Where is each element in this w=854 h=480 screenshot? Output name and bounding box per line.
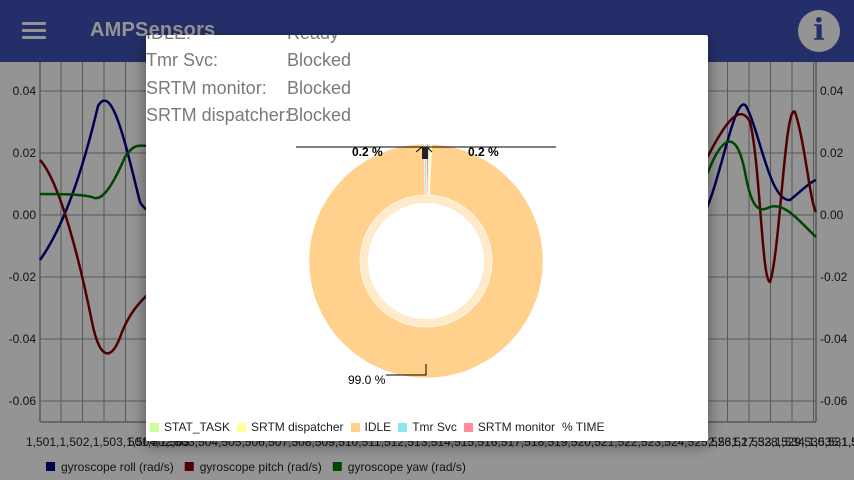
legend-item-srtm-monitor: SRTM monitor [463,420,555,434]
legend-title: % TIME [562,420,604,434]
task-stats-dialog: IDLE: Ready Tmr Svc: Blocked SRTM monito… [146,35,708,441]
chart-legend-label: gyroscope roll (rad/s) [61,460,174,474]
task-state: Blocked [287,105,352,125]
donut-label-left-small: 0.2 % [352,145,383,159]
task-state: Blocked [287,78,352,98]
legend-label: STAT_TASK [164,420,231,434]
x-tick-labels-right: 2,531,1,533,1,534,1,535,1,536,1,537 [708,435,854,449]
chart-legend-swatch [184,462,194,471]
legend-label: SRTM monitor [477,420,555,434]
donut-slices [308,143,544,379]
info-glyph: i [813,13,825,48]
menu-bar [22,22,46,25]
menu-bar [22,36,46,39]
y-tick-label-left: 0.04 [13,84,37,98]
donut-legend: STAT_TASK SRTM dispatcher IDLE Tmr Svc S… [150,419,611,435]
legend-swatch [350,422,360,432]
donut-labels: 0.2 % 0.2 % 99.0 % [296,145,556,387]
y-tick-label-right: 0.02 [820,146,844,160]
donut-label-main: 99.0 % [348,373,386,387]
leader-line-main [386,364,427,376]
donut-label-right-small: 0.2 % [468,145,499,159]
task-name: IDLE: [146,35,191,44]
y-tick-label-left: 0.02 [13,146,37,160]
donut-slice-srtm-dispatcher[interactable] [428,143,433,196]
task-time-donut-chart: 0.2 % 0.2 % 99.0 % [296,143,556,387]
legend-item-stat-task: STAT_TASK [150,420,230,434]
legend-swatch [463,422,473,432]
chart-legend-label: gyroscope pitch (rad/s) [200,460,322,474]
legend-label: IDLE [364,420,392,434]
legend-title-text: % TIME [562,420,605,434]
legend-label: Tmr Svc [412,420,457,434]
y-tick-label-right: -0.06 [820,394,848,408]
legend-item-srtm-dispatcher: SRTM dispatcher [237,420,344,434]
y-tick-label-left: -0.04 [9,332,37,346]
legend-item-tmr-svc: Tmr Svc [398,420,457,434]
y-tick-label-right: -0.02 [820,270,848,284]
y-tick-label-right: -0.04 [820,332,848,346]
menu-bar [22,29,46,32]
donut-slice-idle[interactable] [308,143,544,379]
y-tick-label-left: -0.02 [9,270,37,284]
y-tick-label-left: -0.06 [9,394,37,408]
task-name: SRTM dispatcher: [146,105,290,125]
chart-legend-label: gyroscope yaw (rad/s) [348,460,466,474]
chart-legend-swatch [332,462,342,471]
chart-legend-swatch [46,462,55,471]
info-icon[interactable]: i [798,10,840,52]
task-state: Blocked [287,50,352,70]
task-name: Tmr Svc: [146,50,218,70]
y-tick-label-left: 0.00 [13,208,37,222]
legend-label: SRTM dispatcher [251,420,344,434]
hamburger-menu-icon[interactable] [18,16,52,46]
task-name: SRTM monitor: [146,78,267,98]
y-tick-label-right: 0.04 [820,84,844,98]
chart-legend: gyroscope roll (rad/s) gyroscope pitch (r… [46,460,466,474]
y-tick-label-right: 0.00 [820,208,844,222]
task-state: Ready [287,35,339,44]
small-slices-marker [422,147,428,159]
legend-item-idle: IDLE [350,420,392,434]
legend-swatch [398,422,408,432]
donut-hole [368,203,484,319]
legend-swatch [150,422,159,432]
legend-swatch [237,422,247,432]
